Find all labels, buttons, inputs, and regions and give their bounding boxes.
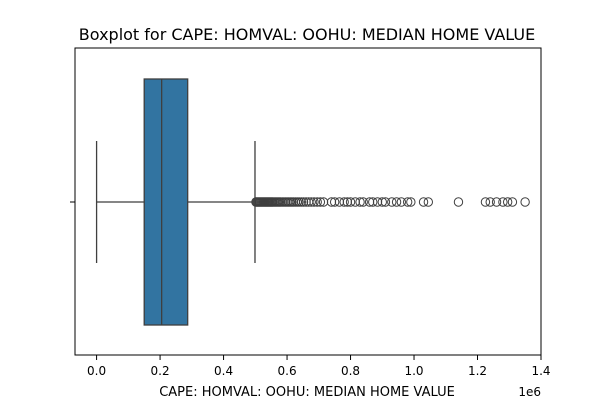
outlier-point [396, 197, 407, 207]
outlier-point [423, 197, 434, 207]
outlier-point [372, 197, 383, 207]
x-axis-offset-label: 1e6 [518, 385, 541, 399]
outlier-point [306, 197, 316, 207]
x-tick-label: 0.4 [214, 364, 233, 378]
x-tick-label: 1.4 [531, 364, 550, 378]
outlier-point [355, 197, 365, 207]
outlier-point [334, 197, 345, 207]
plot-area [95, 78, 530, 326]
outlier-point [507, 197, 518, 207]
outlier-point [453, 197, 464, 207]
x-tick-label: 1.2 [468, 364, 487, 378]
x-axis-label: CAPE: HOMVAL: OOHU: MEDIAN HOME VALUE [159, 385, 455, 400]
outlier-point [329, 197, 340, 207]
outlier-point [296, 197, 307, 207]
outlier-point [339, 197, 349, 207]
outlier-point [498, 197, 508, 207]
outlier-point [391, 197, 402, 207]
outlier-point [309, 197, 319, 207]
outlier-point [520, 197, 530, 207]
outlier-point [350, 197, 360, 207]
outlier-point [380, 197, 391, 207]
outlier-point [377, 197, 387, 207]
outlier-point [358, 197, 368, 207]
x-axis-ticks: 0.0 0.2 0.4 0.6 0.8 1.0 1.2 1.4 [87, 355, 551, 378]
outlier-point [315, 197, 326, 207]
interquartile-box [143, 78, 189, 326]
x-tick-label: 0.8 [341, 364, 360, 378]
outlier-point [294, 197, 304, 207]
x-tick-label: 0.2 [151, 364, 170, 378]
box-plot [95, 78, 256, 326]
outlier-point [502, 197, 513, 207]
outlier-point [368, 197, 378, 207]
outlier-point [418, 197, 429, 207]
outlier-point [402, 197, 413, 207]
outlier-point [387, 197, 397, 207]
x-tick-label: 1.0 [404, 364, 423, 378]
chart-title: Boxplot for CAPE: HOMVAL: OOHU: MEDIAN H… [79, 25, 535, 44]
outlier-point [312, 197, 322, 207]
outlier-point [345, 197, 356, 207]
outlier-point [406, 197, 416, 207]
x-tick-label: 0.0 [87, 364, 106, 378]
outlier-point [485, 197, 495, 207]
outlier-point [491, 197, 502, 207]
outlier-point [298, 197, 309, 207]
outlier-point [480, 197, 491, 207]
x-tick-label: 0.6 [278, 364, 297, 378]
outlier-points [251, 197, 530, 207]
